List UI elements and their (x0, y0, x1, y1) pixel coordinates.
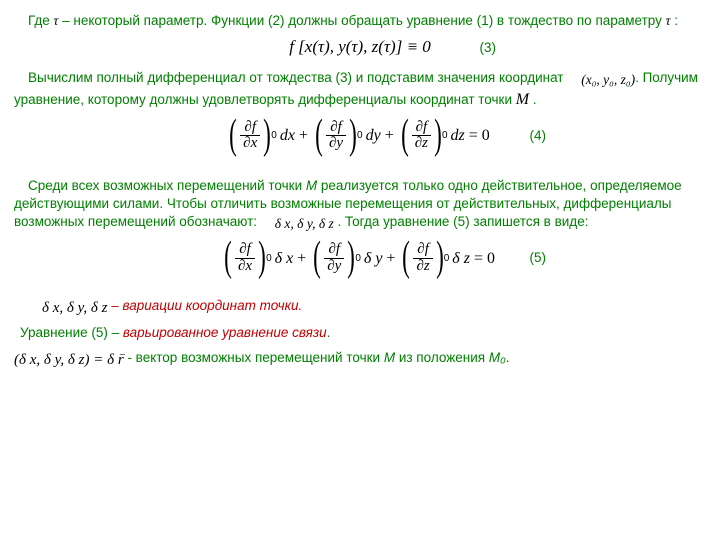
variations-label: – вариации координат точки. (111, 298, 302, 313)
delta-xyz-def: δ x, δ y, δ z (28, 298, 108, 318)
paragraph-5: Уравнение (5) – варьированное уравнение … (14, 324, 706, 342)
paragraph-3: Среди всех возможных перемещений точки М… (14, 177, 706, 234)
equation-3: f [x(τ), y(τ), z(τ)] ≡ 0 (3) (14, 36, 706, 59)
eq4-term3: (∂f∂z)0 dz (398, 117, 465, 155)
p3c: . Тогда уравнение (5) запишется в виде: (334, 214, 589, 229)
p3a: Среди всех возможных перемещений точки (28, 178, 306, 193)
eq5-num: (5) (530, 249, 547, 267)
equation-4: (∂f∂x)0 dx + (∂f∂y)0 dy + (∂f∂z)0 dz = 0… (14, 117, 706, 155)
p1b: – некоторый параметр. Функции (2) должны… (58, 13, 665, 28)
delta-xyz: δ x, δ y, δ z (261, 215, 334, 233)
p6a: - вектор возможных перемещений точки (127, 350, 383, 365)
p2a: Вычислим полный дифференциал от тождеств… (28, 70, 567, 85)
paragraph-6: (δ x, δ y, δ z) = δ –r - вектор возможны… (14, 349, 706, 370)
p1c: : (671, 13, 679, 28)
p5a: Уравнение (5) – (20, 325, 123, 340)
p5c: . (327, 325, 331, 340)
p1a: Где (28, 13, 54, 28)
p6b: из положения (395, 350, 489, 365)
p6c: . (506, 350, 510, 365)
eq4-num: (4) (530, 127, 547, 145)
eq3-body: f [x(τ), y(τ), z(τ)] ≡ 0 (289, 36, 431, 59)
eq5-term1: (∂f∂x)0 δ x (221, 239, 293, 277)
delta-vec-expr: (δ x, δ y, δ z) = δ –r (14, 350, 124, 370)
eq5-term3: (∂f∂z)0 δ z (399, 239, 469, 277)
eq3-num: (3) (480, 39, 497, 57)
paragraph-2: Вычислим полный дифференциал от тождеств… (14, 69, 706, 111)
point-M0: М₀ (489, 350, 506, 365)
eq4-term2: (∂f∂y)0 dy (312, 117, 381, 155)
point-M-2: М (384, 350, 395, 365)
point-M-ital: М (306, 178, 317, 193)
eq5-term2: (∂f∂y)0 δ y (310, 239, 382, 277)
varied-eq-label: варьированное уравнение связи (123, 325, 327, 340)
paragraph-1: Где τ – некоторый параметр. Функции (2) … (14, 12, 706, 30)
eq4-term1: (∂f∂x)0 dx (226, 117, 295, 155)
equation-5: (∂f∂x)0 δ x + (∂f∂y)0 δ y + (∂f∂z)0 δ z … (14, 239, 706, 277)
point-M: M (516, 91, 529, 108)
coords-x0y0z0: (x₀, y₀, z₀) (567, 71, 635, 89)
paragraph-4: δ x, δ y, δ z – вариации координат точки… (14, 297, 706, 318)
p2c: . (529, 92, 537, 107)
